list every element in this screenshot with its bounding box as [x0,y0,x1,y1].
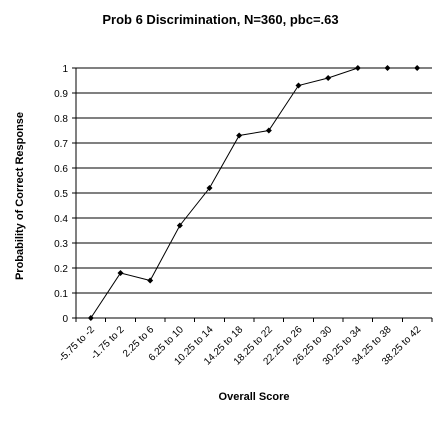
data-point-marker [176,222,183,229]
gridlines [76,67,432,294]
data-point-marker [147,277,154,284]
y-tick-label: 0.2 [54,264,68,275]
data-point-marker [236,132,243,139]
y-tick-label: 0.7 [54,139,68,150]
y-tick-label: 0.9 [54,89,68,100]
chart-title: Prob 6 Discrimination, N=360, pbc=.63 [102,12,339,27]
y-tick-label: 1 [62,64,68,75]
x-axis-ticks: -5.75 to -2-1.75 to 22.25 to 66.25 to 10… [57,318,433,368]
y-tick-label: 0.3 [54,239,68,250]
data-point-marker [384,65,391,71]
data-point-marker [354,65,361,71]
y-axis-ticks: 0 0.1 0.2 0.3 0.4 0.5 0.6 0.7 0.8 0.9 1 [54,64,76,325]
data-point-marker [206,185,213,191]
y-tick-label: 0 [62,314,68,325]
y-tick-label: 0.8 [54,114,68,125]
series [87,65,421,321]
data-point-marker [414,65,421,71]
data-point-marker [295,82,302,89]
data-point-marker [87,315,94,321]
x-tick-label: -5.75 to -2 [57,324,97,364]
data-point-marker [265,127,272,134]
data-point-marker [117,270,124,276]
data-point-marker [325,75,332,81]
y-tick-label: 0.5 [54,189,68,200]
x-tick-label: -1.75 to 2 [89,324,127,362]
x-axis-label: Overall Score [218,391,290,403]
y-tick-label: 0.4 [54,214,68,225]
series-line [90,67,418,319]
y-axis-label: Probability of Correct Response [14,111,26,281]
y-tick-label: 0.6 [54,164,68,175]
y-tick-label: 0.1 [54,289,68,300]
